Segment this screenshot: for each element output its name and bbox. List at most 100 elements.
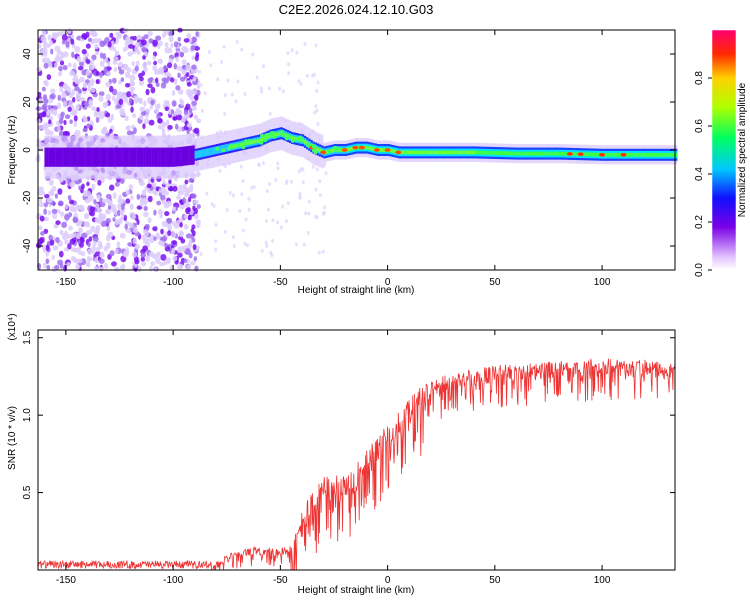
ridge-blob xyxy=(241,145,246,150)
ridge-peak xyxy=(419,150,423,155)
noise-speck xyxy=(69,119,73,124)
noise-speck xyxy=(85,190,92,197)
noise-speck xyxy=(234,99,238,104)
noise-speck xyxy=(183,46,189,54)
noise-speck xyxy=(287,62,291,67)
ridge-peak xyxy=(366,145,369,150)
ridge-peak xyxy=(441,150,444,155)
noise-speck xyxy=(243,91,247,96)
noise-speck xyxy=(99,213,104,220)
ridge-blob xyxy=(290,139,295,143)
noise-speck xyxy=(197,69,201,74)
ridge-core xyxy=(93,147,97,167)
noise-speck xyxy=(95,70,100,76)
ridge-hotspot xyxy=(395,150,402,155)
noise-speck xyxy=(99,251,105,259)
ridge-peak xyxy=(383,148,386,152)
noise-speck xyxy=(49,189,55,196)
ridge-blob xyxy=(287,134,292,139)
noise-speck xyxy=(214,222,218,227)
y-tick-label: 0.5 xyxy=(22,485,33,499)
noise-speck xyxy=(89,78,95,84)
noise-speck xyxy=(179,98,184,104)
ridge-inner xyxy=(220,145,223,153)
noise-speck xyxy=(76,55,82,63)
noise-speck xyxy=(318,193,322,198)
ridge-inner xyxy=(211,147,215,155)
noise-speck xyxy=(84,198,90,204)
ridge-peak xyxy=(561,151,564,156)
ridge-peak xyxy=(664,152,667,157)
ridge-core xyxy=(138,147,142,167)
noise-speck xyxy=(124,83,131,88)
noise-speck xyxy=(114,181,120,187)
noise-speck xyxy=(47,34,52,41)
noise-speck xyxy=(179,222,183,228)
ridge-peak xyxy=(389,148,393,153)
noise-speck xyxy=(186,81,192,87)
noise-speck xyxy=(165,200,173,207)
ridge-peak xyxy=(514,151,517,156)
ridge-peak xyxy=(518,151,521,156)
noise-speck xyxy=(270,238,274,243)
noise-speck xyxy=(45,244,50,252)
ridge-peak xyxy=(655,152,658,157)
noise-speck xyxy=(268,182,272,187)
noise-speck xyxy=(75,264,81,270)
ridge-peak xyxy=(402,150,405,155)
noise-speck xyxy=(113,66,118,73)
noise-speck xyxy=(265,189,269,194)
noise-speck xyxy=(74,129,81,136)
noise-speck xyxy=(145,113,149,119)
noise-speck xyxy=(315,167,319,172)
noise-speck xyxy=(172,116,178,121)
spectrogram-image xyxy=(35,27,678,273)
ridge-peak xyxy=(409,150,412,155)
noise-speck xyxy=(77,219,83,226)
noise-speck xyxy=(148,251,155,258)
spectrogram-x-label: Height of straight line (km) xyxy=(298,285,415,296)
noise-speck xyxy=(143,34,149,40)
ridge-core xyxy=(110,147,114,167)
noise-speck xyxy=(318,179,322,184)
noise-speck xyxy=(77,204,84,211)
noise-speck xyxy=(74,86,80,92)
noise-speck xyxy=(111,88,118,96)
ridge-core xyxy=(190,145,193,165)
ridge-peak xyxy=(464,150,468,155)
noise-speck xyxy=(235,40,239,45)
ridge-core xyxy=(175,147,178,167)
noise-speck xyxy=(134,65,139,72)
noise-speck xyxy=(171,90,176,96)
noise-speck xyxy=(46,74,52,80)
ridge-peak xyxy=(411,150,414,155)
ridge-core xyxy=(65,147,69,167)
noise-speck xyxy=(239,164,243,169)
noise-speck xyxy=(87,85,91,92)
noise-speck xyxy=(112,217,116,222)
noise-speck xyxy=(143,100,147,107)
noise-speck xyxy=(177,89,184,95)
noise-speck xyxy=(316,80,320,85)
noise-speck xyxy=(37,186,44,192)
ridge-peak xyxy=(499,151,502,156)
noise-speck xyxy=(99,52,104,59)
ridge-peak xyxy=(430,150,433,155)
ridge-peak xyxy=(587,152,590,157)
noise-speck xyxy=(155,35,162,41)
ridge-peak xyxy=(436,150,440,155)
noise-speck xyxy=(131,61,135,67)
noise-speck xyxy=(150,99,155,106)
ridge-hotspot xyxy=(384,148,391,152)
noise-speck xyxy=(105,209,110,215)
noise-speck xyxy=(109,250,115,257)
noise-speck xyxy=(171,249,176,254)
noise-speck xyxy=(102,198,106,204)
noise-speck xyxy=(129,203,134,211)
noise-speck xyxy=(168,35,174,43)
noise-speck xyxy=(155,77,159,84)
ridge-blob xyxy=(333,145,338,150)
noise-speck xyxy=(164,46,171,54)
ridge-peak xyxy=(632,152,635,157)
ridge-inner xyxy=(198,150,202,158)
